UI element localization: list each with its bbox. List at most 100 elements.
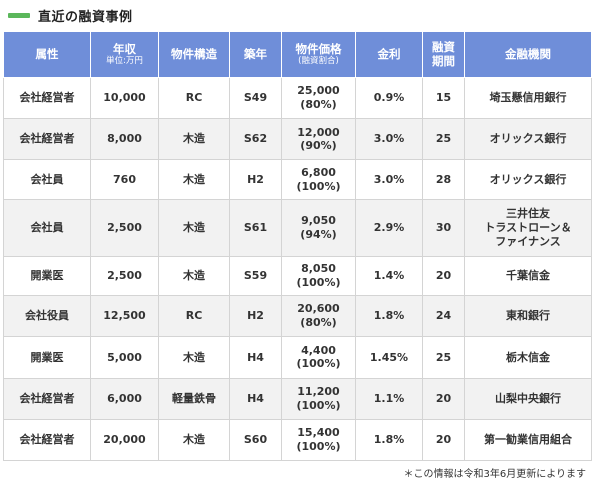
cell-text: (100%) [296,398,341,412]
cell-text: 三井住友 トラストローン＆ ファイナンス [484,207,572,248]
cell-structure: 木造 [158,255,230,297]
cell-text: 20,600 [297,302,340,316]
cell-text: 千葉信金 [506,269,550,283]
cell-text: 木造 [183,269,205,283]
cell-term: 30 [422,198,465,257]
cell-attribute: 会社経営者 [3,76,91,120]
cell-bank: オリックス銀行 [464,159,592,200]
cell-text: 20 [435,432,452,446]
cell-attribute: 会社員 [3,159,91,200]
cell-built: S60 [229,418,282,462]
cell-text: 5,000 [107,350,142,364]
cell-term: 15 [422,76,465,120]
cell-text: 開業医 [30,350,64,364]
cell-income: 760 [90,159,159,200]
cell-text: (80%) [300,98,337,112]
cell-text: 栃木信金 [506,350,550,364]
cell-built: H4 [229,377,282,420]
cell-price: 20,600 (80%) [281,295,356,338]
column-header-sub: 単位:万円 [106,56,143,67]
cell-attribute: 会社員 [3,198,91,257]
accent-bar [8,12,30,18]
cell-built: S59 [229,255,282,297]
cell-text: 東和銀行 [506,309,550,323]
cell-price: 8,050 (100%) [281,255,356,297]
cell-text: 25 [435,132,452,146]
cell-rate: 2.9% [355,198,423,257]
cell-text: (100%) [296,276,341,289]
cell-text: オリックス銀行 [489,172,567,186]
column-header-structure: 物件構造 [158,31,230,78]
cell-bank: 山梨中央銀行 [464,377,592,420]
cell-text: 埼玉懸信用銀行 [489,91,567,105]
cell-text: 760 [113,172,136,186]
cell-text: 1.1% [373,391,405,405]
table-header-row: 属性 年収 単位:万円 物件構造 築年 物件価格 (融資割合) 金利 融資 期間 金融機関 [3,31,592,78]
cell-structure: 木造 [158,418,230,462]
cell-bank: 千葉信金 [464,255,592,297]
cell-income: 2,500 [90,255,159,297]
table-row: 会社経営者 8,000 木造 S62 12,000 (90%) 3.0% 25 オリックス銀行 [3,118,592,161]
cell-text: オリックス銀行 [489,132,567,146]
cell-text: 4,400 [301,343,336,357]
cell-text: 会社経営者 [19,91,75,105]
cell-text: S61 [243,220,268,234]
cell-text: 3.0% [373,172,405,186]
cell-bank: 栃木信金 [464,336,592,379]
table-row: 開業医 5,000 木造 H4 4,400 (100%) 1.45% 25 栃木信金 [3,336,592,379]
cell-text: 2,500 [107,220,142,234]
cell-price: 11,200 (100%) [281,377,356,420]
column-header-built: 築年 [229,31,282,78]
cell-text: 6,000 [107,391,142,405]
cell-price: 6,800 (100%) [281,159,356,200]
cell-text: (100%) [296,179,341,193]
cell-price: 25,000 (80%) [281,76,356,120]
column-header-label: 物件構造 [171,46,217,61]
cell-rate: 1.8% [355,295,423,338]
table-row: 開業医 2,500 木造 S59 8,050 (100%) 1.4% 20 千葉信金 [3,255,592,297]
cell-text: 12,500 [103,309,146,323]
cell-income: 20,000 [90,418,159,462]
cell-text: (90%) [300,139,337,153]
cell-structure: 軽量鉄骨 [158,377,230,420]
section-title: 直近の融資事例 [38,9,133,25]
cell-text: 28 [435,172,452,186]
cell-text: 会社員 [30,220,64,234]
column-header-label: 金利 [377,46,401,61]
cell-text: 1.8% [373,309,405,323]
cell-text: S59 [243,269,268,283]
cell-text: 2,500 [107,269,142,283]
cell-text: 20,000 [103,432,146,446]
cell-rate: 1.45% [355,336,423,379]
cell-price: 15,400 (100%) [281,418,356,462]
cell-text: 0.9% [373,91,405,105]
cell-built: H2 [229,159,282,200]
cell-price: 12,000 (90%) [281,118,356,161]
cell-text: 会社経営者 [19,132,75,146]
cell-built: H2 [229,295,282,338]
cell-text: 25,000 [297,84,340,98]
cell-text: S62 [243,132,268,146]
cell-term: 25 [422,118,465,161]
cell-text: 1.8% [373,432,405,446]
cell-attribute: 開業医 [3,336,91,379]
cell-bank: オリックス銀行 [464,118,592,161]
column-header-label: 属性 [35,46,59,61]
cell-text: 会社経営者 [19,391,75,405]
cell-structure: RC [158,76,230,120]
cell-price: 4,400 (100%) [281,336,356,379]
cell-text: 会社員 [30,172,64,186]
cell-text: 開業医 [30,269,64,283]
column-header-rate: 金利 [355,31,423,78]
cell-income: 2,500 [90,198,159,257]
column-header-label: 物件価格 [295,41,342,56]
cell-text: (100%) [296,439,341,453]
table-row: 会社経営者 10,000 RC S49 25,000 (80%) 0.9% 15 埼玉懸信用銀行 [3,76,592,120]
table-row: 会社経営者 20,000 木造 S60 15,400 (100%) 1.8% 20 第一勧業信用… [3,418,592,462]
cell-bank: 東和銀行 [464,295,592,338]
cell-structure: 木造 [158,159,230,200]
column-header-sub: (融資割合) [298,56,339,67]
cell-text: 15 [435,91,452,105]
cell-text: H4 [247,391,264,405]
cell-text: 9,050 [301,214,336,227]
